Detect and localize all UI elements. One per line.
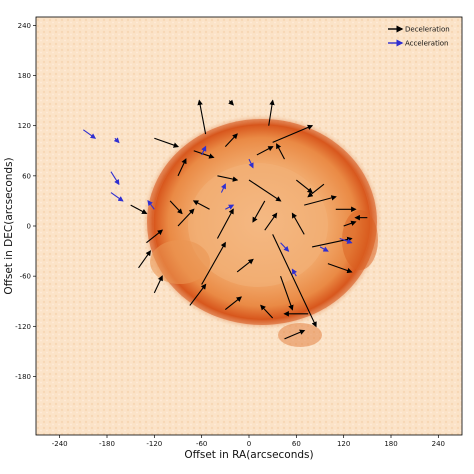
deceleration-vector xyxy=(216,208,234,239)
acceleration-vector xyxy=(113,137,120,144)
x-axis-title: Offset in RA(arcseconds) xyxy=(184,449,313,461)
deceleration-vector xyxy=(177,158,187,177)
deceleration-vector xyxy=(201,241,226,285)
deceleration-vector xyxy=(248,179,282,202)
x-tick-label: -180 xyxy=(99,440,115,448)
deceleration-vector xyxy=(276,143,285,160)
x-tick-label: 60 xyxy=(292,440,301,448)
acceleration-vector xyxy=(319,246,329,252)
deceleration-vector xyxy=(256,146,274,156)
legend-deceleration-label: Deceleration xyxy=(405,26,450,34)
deceleration-vector xyxy=(169,200,183,215)
y-tick-label: -120 xyxy=(15,323,31,331)
deceleration-vector xyxy=(189,283,207,306)
x-tick-label: 180 xyxy=(384,440,397,448)
x-axis-ticks: -240 -180 -120 -60 0 60 120 180 240 xyxy=(52,435,445,448)
velocity-vectors xyxy=(83,99,368,340)
y-tick-label: 180 xyxy=(18,72,31,80)
deceleration-vector xyxy=(217,175,239,182)
deceleration-vector xyxy=(284,329,306,340)
deceleration-vector xyxy=(224,296,242,311)
legend: Deceleration Acceleration xyxy=(388,25,450,48)
y-tick-label: -60 xyxy=(20,273,31,281)
x-tick-label: -120 xyxy=(146,440,162,448)
acceleration-vector xyxy=(147,200,155,210)
deceleration-vector xyxy=(228,99,234,106)
y-tick-label: 60 xyxy=(22,172,31,180)
deceleration-vector xyxy=(224,133,238,147)
deceleration-vector xyxy=(153,275,163,294)
acceleration-vector xyxy=(83,129,97,139)
acceleration-vector xyxy=(110,192,124,202)
y-tick-label: -180 xyxy=(15,373,31,381)
y-axis-ticks: -180 -120 -60 0 60 120 180 240 xyxy=(15,22,36,381)
deceleration-vector xyxy=(327,263,353,274)
acceleration-vector xyxy=(248,158,254,169)
acceleration-vector xyxy=(201,145,207,156)
x-tick-label: 0 xyxy=(247,440,251,448)
deceleration-vector xyxy=(268,99,275,126)
x-tick-label: -60 xyxy=(196,440,207,448)
deceleration-vector xyxy=(197,99,207,135)
x-tick-label: -240 xyxy=(52,440,68,448)
acceleration-vector xyxy=(280,242,290,252)
y-tick-label: 120 xyxy=(18,122,31,130)
deceleration-vector xyxy=(192,200,210,210)
legend-acceleration-label: Acceleration xyxy=(405,40,449,48)
deceleration-vector xyxy=(177,208,195,227)
deceleration-vector xyxy=(295,179,313,194)
deceleration-vector xyxy=(138,250,152,269)
deceleration-vector xyxy=(130,204,148,214)
acceleration-vector xyxy=(220,183,226,193)
deceleration-vector xyxy=(236,258,254,273)
acceleration-vector xyxy=(291,268,297,277)
deceleration-vector xyxy=(146,229,164,244)
deceleration-vector xyxy=(307,183,325,198)
deceleration-vector xyxy=(252,200,266,223)
deceleration-vector xyxy=(304,195,337,206)
deceleration-vector xyxy=(154,137,180,148)
y-tick-label: 240 xyxy=(18,22,31,30)
x-tick-label: 240 xyxy=(432,440,445,448)
deceleration-vector xyxy=(272,124,314,143)
y-axis-title: Offset in DEC(arcseconds) xyxy=(3,157,15,294)
deceleration-vector xyxy=(260,304,274,319)
deceleration-vector xyxy=(291,212,305,235)
acceleration-vector xyxy=(225,204,235,210)
image-background xyxy=(36,17,462,435)
acceleration-vector xyxy=(339,238,353,244)
acceleration-vector xyxy=(110,171,120,186)
deceleration-vector xyxy=(272,234,317,328)
deceleration-vector xyxy=(193,150,215,159)
y-tick-label: 0 xyxy=(27,223,31,231)
deceleration-vector xyxy=(280,275,294,311)
x-tick-label: 120 xyxy=(337,440,350,448)
deceleration-vector xyxy=(343,220,357,227)
deceleration-vector xyxy=(264,212,278,231)
